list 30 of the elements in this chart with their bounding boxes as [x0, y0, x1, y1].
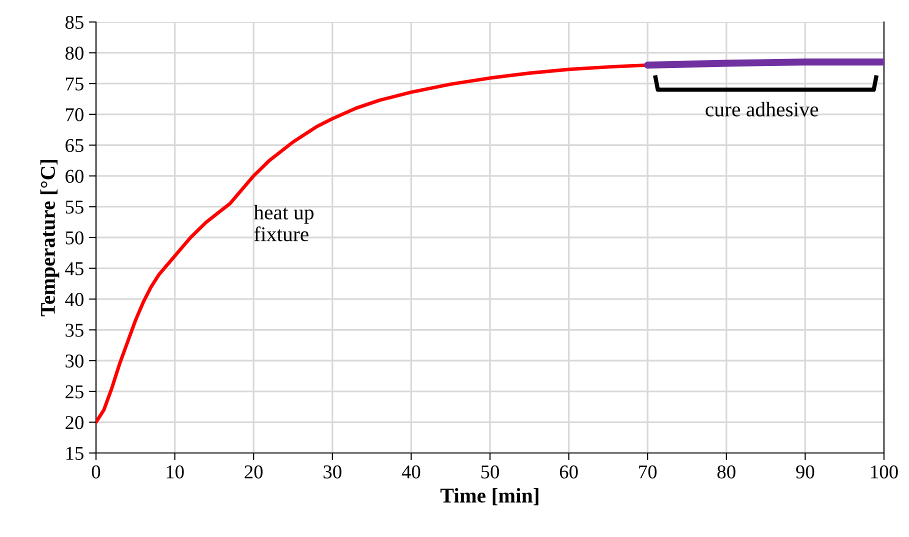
y-tick-label: 20 [66, 416, 84, 430]
y-tick-label: 35 [66, 324, 84, 337]
y-tick-label: 80 [65, 46, 84, 60]
x-tick-label: 10 [166, 465, 184, 478]
x-tick-label: 100 [871, 465, 898, 478]
y-tick-label: 40 [65, 292, 84, 306]
annotation: heat up fixture [254, 204, 314, 242]
y-tick-label: 85 [65, 16, 84, 29]
x-tick-label: 50 [481, 465, 499, 478]
annotation: cure adhesive [706, 102, 818, 116]
y-tick-label: 15 [66, 446, 84, 460]
y-tick-label: 45 [65, 262, 84, 276]
y-tick-label: 70 [66, 108, 84, 122]
y-tick-label: 65 [66, 139, 84, 152]
x-axis-title: Time [min] [440, 488, 538, 506]
x-tick-label: 60 [560, 465, 578, 478]
x-tick-label: 40 [402, 465, 420, 478]
y-tick-label: 55 [66, 200, 84, 214]
y-tick-label: 75 [66, 78, 84, 91]
x-tick-label: 90 [796, 465, 814, 478]
y-tick-label: 60 [66, 170, 84, 183]
x-tick-label: 20 [244, 465, 263, 478]
x-tick-label: 80 [717, 465, 736, 478]
y-axis-title: Temperature [°C] [40, 160, 60, 316]
x-tick-label: 70 [639, 465, 657, 478]
x-tick-label: 0 [92, 465, 100, 478]
y-tick-label: 50 [66, 231, 84, 244]
y-tick-label: 25 [66, 385, 84, 398]
y-tick-label: 30 [66, 354, 84, 368]
x-tick-label: 30 [324, 465, 342, 478]
